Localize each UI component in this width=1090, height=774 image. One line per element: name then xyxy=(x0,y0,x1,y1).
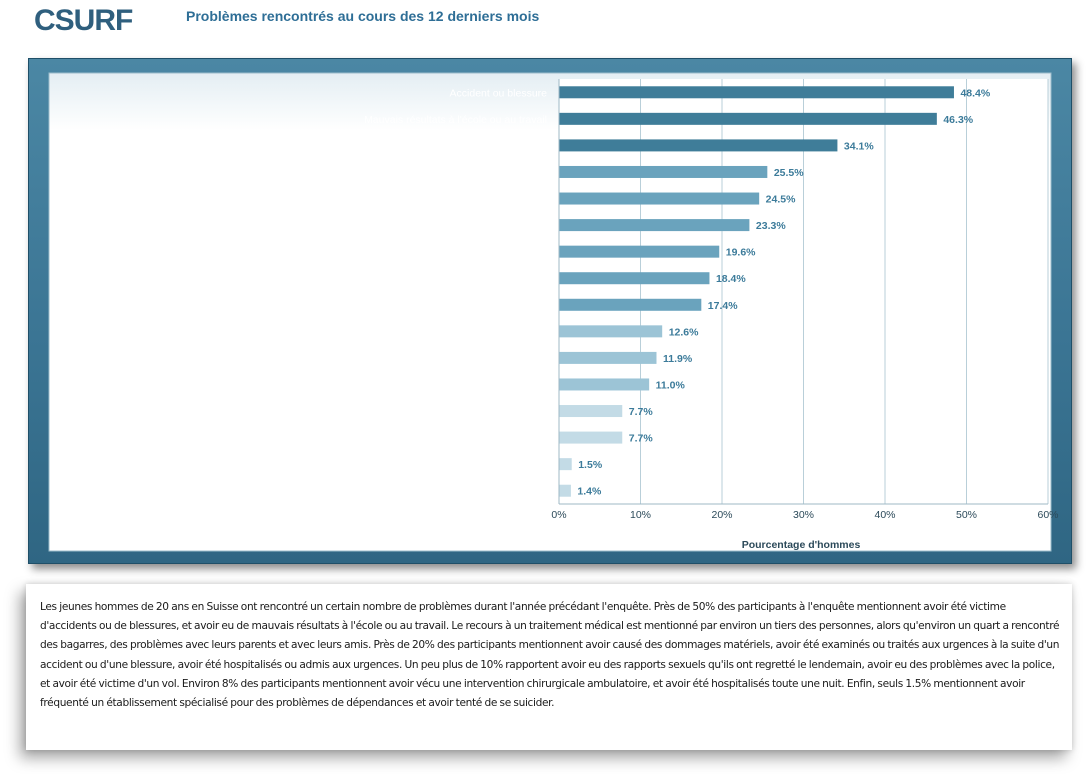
bar xyxy=(559,272,710,285)
category-label: Altercation physique ou bagarre xyxy=(399,167,547,179)
bar-value-label: 23.3% xyxy=(756,220,786,232)
category-label: Sérieux problèmes avec vos ami-e-s xyxy=(377,194,547,206)
bar-value-label: 1.5% xyxy=(578,459,603,471)
x-tick-label: 40% xyxy=(874,509,895,521)
category-label: Recours à un traitement médical xyxy=(396,140,547,152)
bar xyxy=(559,405,623,418)
bar xyxy=(559,86,954,99)
summary-paragraph: Les jeunes hommes de 20 ans en Suisse on… xyxy=(40,601,1060,710)
bar-value-label: 25.5% xyxy=(774,167,804,179)
category-label: Examiné ou traité dans un service d'urge… xyxy=(140,273,547,285)
bar-chart: 48.4% Accident ou blessure 46.3% Mauvais ré… xyxy=(48,72,1059,552)
bar xyxy=(559,298,702,311)
category-label: Intervention chirurgicale ambulatoire xyxy=(378,406,547,418)
x-axis-title: Pourcentage d'hommes xyxy=(742,539,861,551)
bar-value-label: 18.4% xyxy=(716,273,746,285)
bar-value-label: 11.0% xyxy=(656,379,686,391)
bar xyxy=(559,484,571,497)
bar-value-label: 1.4% xyxy=(577,486,602,498)
bar xyxy=(559,112,937,125)
bar xyxy=(559,139,838,152)
bar xyxy=(559,245,720,258)
category-label: Problèmes avec la police xyxy=(430,353,547,365)
bar-value-label: 24.5% xyxy=(766,194,796,206)
category-label: Sérieux problèmes avec vos parents/famil… xyxy=(344,220,547,232)
category-label: Hospitalisation ou admission aux urgence… xyxy=(348,300,547,312)
category-label: Tentative de suicide xyxy=(455,486,547,498)
bar xyxy=(559,458,572,471)
bar-value-label: 7.7% xyxy=(629,406,654,418)
bar-value-label: 34.1% xyxy=(844,140,874,152)
bar-value-label: 17.4% xyxy=(708,300,738,312)
bar-value-label: 48.4% xyxy=(960,87,990,99)
bar xyxy=(559,378,650,391)
bar xyxy=(559,192,760,205)
x-tick-label: 20% xyxy=(711,509,732,521)
category-label: Eté à l'hôpital toute la nuit xyxy=(427,433,547,445)
x-tick-label: 0% xyxy=(551,509,566,521)
bar-value-label: 19.6% xyxy=(726,247,756,259)
bar-value-label: 46.3% xyxy=(943,114,973,126)
bar-value-label: 11.9% xyxy=(663,353,693,365)
category-label: Accident ou blessure xyxy=(450,87,548,99)
bar-value-label: 7.7% xyxy=(629,433,654,445)
bar-value-label: 12.6% xyxy=(669,326,699,338)
bar xyxy=(559,431,623,444)
x-tick-label: 30% xyxy=(793,509,814,521)
bar xyxy=(559,219,750,232)
bar xyxy=(559,165,768,178)
csurf-logo: CSURF xyxy=(34,4,133,37)
category-label: Victime d'un vol xyxy=(474,379,547,391)
x-tick-label: 60% xyxy=(1037,509,1058,521)
x-tick-label: 10% xyxy=(630,509,651,521)
category-label: Rapport sexuel que vous avez regretté le… xyxy=(304,326,547,338)
bar xyxy=(559,351,657,364)
x-tick-label: 50% xyxy=(956,509,977,521)
page-title: Problèmes rencontrés au cours des 12 der… xyxy=(186,8,540,24)
chart-panel: 48.4% Accident ou blessure 46.3% Mauvais ré… xyxy=(28,58,1072,564)
category-label: Mauvais résultats à l'école ou au travai… xyxy=(364,114,547,126)
category-label: Causé des dommages matériels xyxy=(396,247,547,259)
bar xyxy=(559,325,663,338)
summary-panel: Les jeunes hommes de 20 ans en Suisse on… xyxy=(26,584,1072,750)
category-label: Eté dans centre spécialisé ou aux urgenc… xyxy=(81,459,547,471)
